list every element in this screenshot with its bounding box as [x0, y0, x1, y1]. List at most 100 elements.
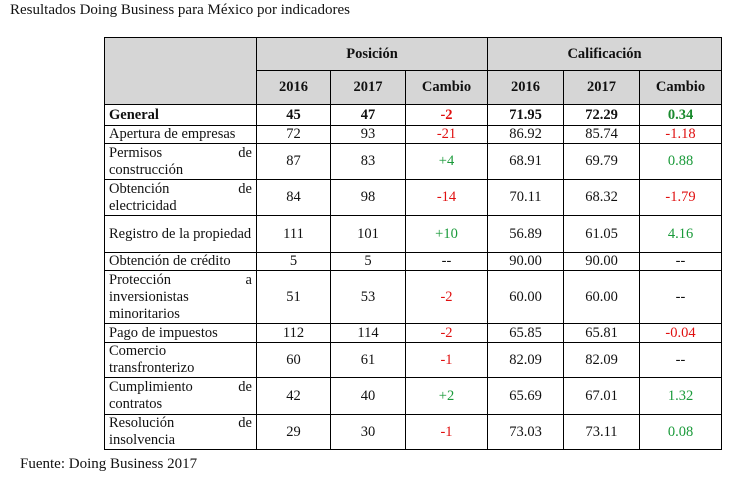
calificacion-2017-cell: 90.00: [563, 252, 640, 271]
calificacion-cambio-cell: 0.34: [639, 104, 722, 126]
posicion-2017-cell: 93: [330, 125, 406, 144]
calificacion-2016-cell: 86.92: [487, 125, 564, 144]
table-row: Obtención de crédito 5 5 -- 90.00 90.00 --: [104, 252, 722, 271]
table-row: Comercio transfronterizo 60 61 -1 82.09 82.09…: [104, 342, 722, 378]
calificacion-2016-cell: 73.03: [487, 414, 564, 450]
posicion-2017-cell: 5: [330, 252, 406, 271]
calificacion-2017-cell: 69.79: [563, 143, 640, 180]
posicion-cambio-cell: -2: [405, 104, 488, 126]
posicion-cambio-cell: --: [405, 252, 488, 271]
posicion-2016-cell: 42: [256, 377, 331, 415]
calificacion-2016-cell: 82.09: [487, 342, 564, 378]
posicion-2017-cell: 53: [330, 270, 406, 324]
row-label: Apertura de empresas: [104, 125, 257, 144]
posicion-cambio-cell: +4: [405, 143, 488, 180]
calificacion-2017-cell: 68.32: [563, 179, 640, 216]
calificacion-2016-cell: 70.11: [487, 179, 564, 216]
calificacion-header: Calificación: [487, 37, 722, 71]
table-caption: Resultados Doing Business para México po…: [10, 2, 350, 18]
calificacion-cambio-cell: --: [639, 342, 722, 378]
calificacion-cambio-cell: 1.32: [639, 377, 722, 415]
calificacion-2017-cell: 61.05: [563, 215, 640, 253]
posicion-2016-cell: 87: [256, 143, 331, 180]
calificacion-cambio-cell: 0.88: [639, 143, 722, 180]
calificacion-2016-cell: 60.00: [487, 270, 564, 324]
row-label: Pago de impuestos: [104, 323, 257, 343]
calificacion-2016-cell: 65.69: [487, 377, 564, 415]
calificacion-2017-cell: 73.11: [563, 414, 640, 450]
row-label: Obtención de crédito: [104, 252, 257, 271]
calificacion-2016-cell: 90.00: [487, 252, 564, 271]
calificacion-2017-cell: 72.29: [563, 104, 640, 126]
posicion-2017-header: 2017: [330, 70, 406, 105]
calificacion-2017-cell: 85.74: [563, 125, 640, 144]
posicion-2016-cell: 72: [256, 125, 331, 144]
calificacion-2016-cell: 68.91: [487, 143, 564, 180]
row-label: Resolución de insolvencia: [104, 414, 257, 450]
calificacion-cambio-cell: -1.18: [639, 125, 722, 144]
posicion-2016-cell: 111: [256, 215, 331, 253]
table-row: Obtención de electricidad 84 98 -14 70.11 68.…: [104, 179, 722, 216]
posicion-2016-cell: 84: [256, 179, 331, 216]
calificacion-2017-cell: 65.81: [563, 323, 640, 343]
posicion-cambio-header: Cambio: [405, 70, 488, 105]
doing-business-table: Posición Calificación 2016 2017 Cambio 2…: [104, 37, 722, 450]
posicion-2016-cell: 45: [256, 104, 331, 126]
posicion-cambio-cell: +10: [405, 215, 488, 253]
posicion-2017-cell: 83: [330, 143, 406, 180]
calificacion-cambio-cell: 0.08: [639, 414, 722, 450]
row-label: Permisos de construcción: [104, 143, 257, 180]
calificacion-2016-cell: 71.95: [487, 104, 564, 126]
calificacion-2016-cell: 56.89: [487, 215, 564, 253]
table-row: Pago de impuestos 112 114 -2 65.85 65.81 -0.04: [104, 323, 722, 343]
table-row: Permisos de construcción 87 83 +4 68.91 69.79…: [104, 143, 722, 180]
posicion-2017-cell: 98: [330, 179, 406, 216]
posicion-2016-header: 2016: [256, 70, 331, 105]
calificacion-2017-cell: 60.00: [563, 270, 640, 324]
calificacion-cambio-cell: --: [639, 270, 722, 324]
table-row: Registro de la propiedad 111 101 +10 56.89 61…: [104, 215, 722, 253]
row-label: General: [104, 104, 257, 126]
table-row-general: General 45 47 -2 71.95 72.29 0.34: [104, 104, 722, 126]
table-row: Apertura de empresas 72 93 -21 86.92 85.74 -1.…: [104, 125, 722, 144]
table-row: Cumplimiento de contratos 42 40 +2 65.69 67.0…: [104, 377, 722, 415]
posicion-2017-cell: 101: [330, 215, 406, 253]
posicion-cambio-cell: -2: [405, 323, 488, 343]
calificacion-cambio-cell: -1.79: [639, 179, 722, 216]
calificacion-2017-header: 2017: [563, 70, 640, 105]
posicion-2017-cell: 30: [330, 414, 406, 450]
row-label: Protección a inversionistas minoritarios: [104, 270, 257, 324]
posicion-cambio-cell: -14: [405, 179, 488, 216]
posicion-cambio-cell: -1: [405, 342, 488, 378]
posicion-2016-cell: 5: [256, 252, 331, 271]
row-label: Cumplimiento de contratos: [104, 377, 257, 415]
posicion-2017-cell: 61: [330, 342, 406, 378]
calificacion-2016-header: 2016: [487, 70, 564, 105]
posicion-cambio-cell: -21: [405, 125, 488, 144]
calificacion-cambio-cell: -0.04: [639, 323, 722, 343]
row-label: Comercio transfronterizo: [104, 342, 257, 378]
posicion-2017-cell: 40: [330, 377, 406, 415]
calificacion-cambio-cell: --: [639, 252, 722, 271]
posicion-2016-cell: 29: [256, 414, 331, 450]
posicion-cambio-cell: -1: [405, 414, 488, 450]
posicion-2017-cell: 47: [330, 104, 406, 126]
calificacion-2017-cell: 82.09: [563, 342, 640, 378]
row-label: Obtención de electricidad: [104, 179, 257, 216]
calificacion-2017-cell: 67.01: [563, 377, 640, 415]
posicion-cambio-cell: -2: [405, 270, 488, 324]
posicion-header: Posición: [256, 37, 488, 71]
posicion-2016-cell: 60: [256, 342, 331, 378]
row-label: Registro de la propiedad: [104, 215, 257, 253]
source-note: Fuente: Doing Business 2017: [20, 456, 198, 472]
posicion-2016-cell: 51: [256, 270, 331, 324]
corner-header-cell: [104, 37, 257, 105]
calificacion-2016-cell: 65.85: [487, 323, 564, 343]
calificacion-cambio-header: Cambio: [639, 70, 722, 105]
calificacion-cambio-cell: 4.16: [639, 215, 722, 253]
table-row: Resolución de insolvencia 29 30 -1 73.03 73.1…: [104, 414, 722, 450]
posicion-cambio-cell: +2: [405, 377, 488, 415]
table-row: Protección a inversionistas minoritarios…: [104, 270, 722, 324]
posicion-2017-cell: 114: [330, 323, 406, 343]
posicion-2016-cell: 112: [256, 323, 331, 343]
